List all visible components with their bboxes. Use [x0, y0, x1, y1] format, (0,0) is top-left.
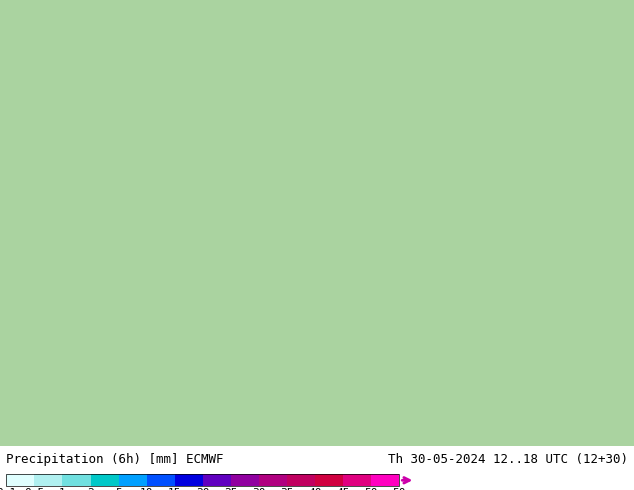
- Text: 25: 25: [224, 488, 238, 490]
- Bar: [6, 474, 399, 487]
- Bar: [175, 474, 203, 487]
- Bar: [315, 474, 343, 487]
- Text: 50: 50: [392, 488, 406, 490]
- Text: 45: 45: [337, 488, 350, 490]
- Bar: [119, 474, 146, 487]
- Text: 30: 30: [252, 488, 266, 490]
- Text: 40: 40: [308, 488, 322, 490]
- Bar: [231, 474, 259, 487]
- Bar: [372, 474, 399, 487]
- Bar: [91, 474, 119, 487]
- Text: 0.1: 0.1: [0, 488, 16, 490]
- Bar: [287, 474, 315, 487]
- Bar: [34, 474, 63, 487]
- Text: Precipitation (6h) [mm] ECMWF: Precipitation (6h) [mm] ECMWF: [6, 453, 224, 466]
- Bar: [343, 474, 372, 487]
- Text: 0.5: 0.5: [24, 488, 44, 490]
- Text: 35: 35: [280, 488, 294, 490]
- Bar: [146, 474, 175, 487]
- Text: Th 30-05-2024 12..18 UTC (12+30): Th 30-05-2024 12..18 UTC (12+30): [387, 453, 628, 466]
- Text: 15: 15: [168, 488, 181, 490]
- Text: 50: 50: [365, 488, 378, 490]
- Text: 1: 1: [59, 488, 66, 490]
- Bar: [63, 474, 91, 487]
- Bar: [259, 474, 287, 487]
- Text: 10: 10: [140, 488, 153, 490]
- Bar: [203, 474, 231, 487]
- Bar: [6, 474, 34, 487]
- Text: 5: 5: [115, 488, 122, 490]
- Text: 20: 20: [196, 488, 210, 490]
- Text: 2: 2: [87, 488, 94, 490]
